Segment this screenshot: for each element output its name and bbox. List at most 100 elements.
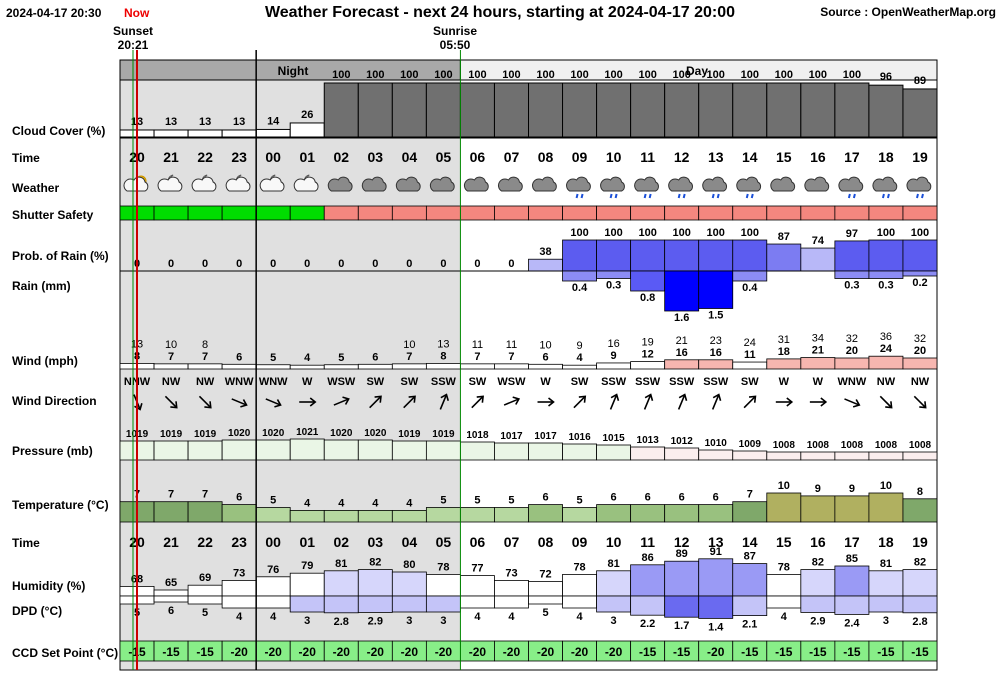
prob-rain-bar xyxy=(868,239,904,272)
pressure-value: 1008 xyxy=(773,440,796,451)
humidity-bar xyxy=(255,576,291,597)
dpd-value: 2.8 xyxy=(912,616,927,628)
dpd-value: 4 xyxy=(508,611,515,623)
humidity-bar xyxy=(800,569,836,597)
cloud-value: 100 xyxy=(400,69,418,81)
temperature-value: 4 xyxy=(372,497,379,509)
cloud-value: 89 xyxy=(914,75,926,87)
time-label-bottom: 16 xyxy=(810,534,826,550)
humidity-value: 85 xyxy=(846,553,858,565)
rain-value: 0.3 xyxy=(878,280,893,292)
dpd-value: 3 xyxy=(883,615,889,627)
ccd-value: -20 xyxy=(469,645,487,659)
shutter-cell xyxy=(732,205,768,221)
ccd-value: -15 xyxy=(911,645,929,659)
prob-rain-value: 87 xyxy=(778,231,790,243)
temperature-bar xyxy=(460,507,495,523)
wind-gust-value: 32 xyxy=(914,333,926,345)
cloud-value: 100 xyxy=(468,69,486,81)
wind-arrow-icon xyxy=(265,398,282,408)
prob-rain-value: 0 xyxy=(508,258,514,270)
pressure-bar xyxy=(494,442,529,461)
cloud-bar xyxy=(187,129,223,138)
label-time: Time xyxy=(12,151,40,165)
wind-dir-label: SSW xyxy=(431,376,457,388)
temperature-value: 4 xyxy=(304,497,311,509)
temperature-bar xyxy=(221,504,257,523)
prob-rain-value: 0 xyxy=(474,258,480,270)
wind-arrow-icon xyxy=(471,395,484,409)
temperature-value: 4 xyxy=(338,497,345,509)
wind-bar xyxy=(596,362,632,370)
temperature-value: 7 xyxy=(747,489,753,501)
cloud-bar xyxy=(357,82,393,138)
prob-rain-value: 100 xyxy=(877,227,895,239)
pressure-value: 1020 xyxy=(364,428,387,439)
cloud-bar xyxy=(800,82,836,138)
label-cloud-cover: Cloud Cover (%) xyxy=(12,124,106,138)
pressure-bar xyxy=(391,440,427,461)
temperature-bar xyxy=(766,492,802,523)
rain-value: 0.4 xyxy=(742,282,758,294)
time-label-bottom: 05 xyxy=(436,534,452,550)
ccd-value: -15 xyxy=(843,645,861,659)
humidity-value: 76 xyxy=(267,564,279,576)
temperature-value: 10 xyxy=(880,480,892,492)
rain-value: 0.3 xyxy=(606,280,621,292)
wind-arrow-icon xyxy=(879,395,893,409)
temperature-value: 6 xyxy=(542,492,548,504)
pressure-bar xyxy=(357,439,393,461)
humidity-value: 72 xyxy=(539,569,551,581)
humidity-value: 82 xyxy=(914,557,926,569)
wind-arrow-icon xyxy=(677,393,688,410)
temperature-bar xyxy=(289,509,325,523)
partly-cloudy-night-icon xyxy=(293,174,319,192)
cloud-icon xyxy=(429,176,455,192)
temperature-value: 5 xyxy=(508,495,514,507)
pressure-value: 1012 xyxy=(671,436,694,447)
wind-arrow-icon xyxy=(711,393,722,410)
cloud-value: 100 xyxy=(707,69,725,81)
wind-speed-value: 7 xyxy=(202,351,208,363)
wind-gust-value: 10 xyxy=(165,339,177,351)
wind-arrow-icon xyxy=(231,398,248,408)
prob-rain-bar xyxy=(698,239,734,272)
pressure-bar xyxy=(902,451,938,461)
wind-gust-value: 8 xyxy=(202,339,208,351)
wind-bar xyxy=(698,359,734,370)
cloud-bar xyxy=(323,82,359,138)
pressure-bar xyxy=(834,451,870,461)
prob-rain-value: 100 xyxy=(741,227,759,239)
time-label-bottom: 01 xyxy=(299,534,315,550)
humidity-bar xyxy=(391,571,427,597)
rain-bar xyxy=(732,270,768,282)
time-label: 01 xyxy=(299,149,315,165)
shutter-cell xyxy=(528,205,563,221)
time-label-bottom: 03 xyxy=(368,534,384,550)
rain-bar xyxy=(596,270,632,279)
wind-bar xyxy=(800,357,836,370)
pressure-value: 1021 xyxy=(296,427,319,438)
temperature-value: 6 xyxy=(236,492,242,504)
label-wind: Wind (mph) xyxy=(12,354,78,368)
wind-arrow-icon xyxy=(809,397,828,407)
wind-gust-value: 31 xyxy=(778,334,790,346)
humidity-bar xyxy=(766,574,802,597)
prob-rain-bar xyxy=(766,243,802,272)
time-label-bottom: 07 xyxy=(504,534,520,550)
temperature-bar xyxy=(562,507,597,523)
dpd-bar xyxy=(391,595,427,613)
time-label-bottom: 08 xyxy=(538,534,554,550)
cloud-value: 100 xyxy=(502,69,520,81)
ccd-value: -20 xyxy=(230,645,248,659)
rain-icon xyxy=(838,176,864,199)
pressure-value: 1018 xyxy=(466,430,489,441)
shutter-cell xyxy=(323,205,359,221)
humidity-value: 80 xyxy=(403,559,415,571)
wind-arrow-icon xyxy=(198,395,212,409)
temperature-value: 6 xyxy=(679,492,685,504)
humidity-value: 87 xyxy=(744,551,756,563)
dpd-bar xyxy=(425,595,461,613)
wind-bar xyxy=(630,361,666,370)
time-label-bottom: 23 xyxy=(231,534,247,550)
